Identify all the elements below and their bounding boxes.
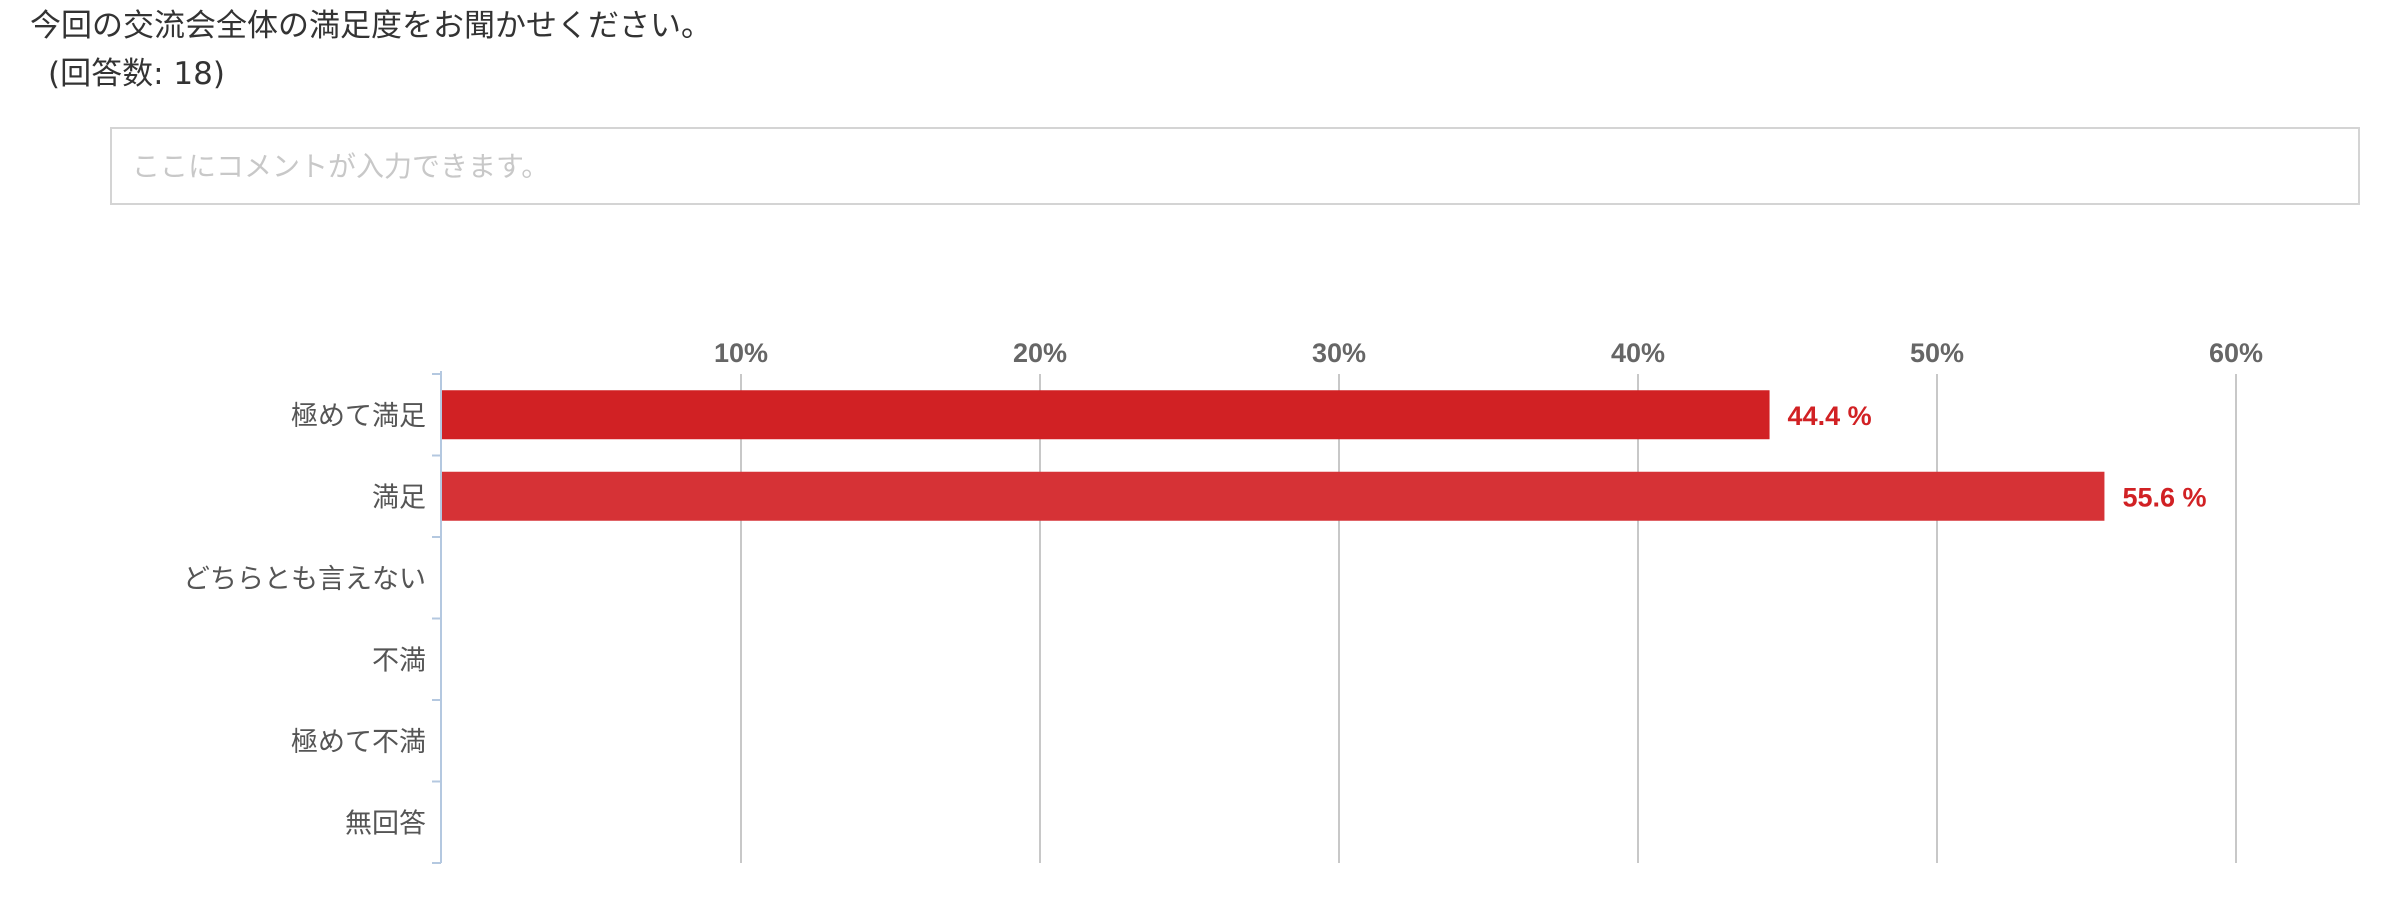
data-label: 55.6 % bbox=[2122, 482, 2206, 512]
x-tick-label: 10% bbox=[714, 338, 768, 368]
category-label: どちらとも言えない bbox=[183, 564, 426, 595]
x-tick-label: 40% bbox=[1611, 338, 1665, 368]
comment-input[interactable] bbox=[110, 127, 2360, 205]
x-tick-label: 20% bbox=[1013, 338, 1067, 368]
grid-lines bbox=[740, 374, 2237, 863]
question-title: 今回の交流会全体の満足度をお聞かせください。 bbox=[30, 8, 712, 44]
x-tick-label: 60% bbox=[2209, 338, 2263, 368]
category-label: 満足 bbox=[372, 482, 426, 513]
labels: 10% 20% 30% 40% 50% 60% 極めて満足 44.4 % 満足 55.6 % どちら… bbox=[183, 338, 2263, 839]
category-label: 無回答 bbox=[345, 808, 426, 839]
x-tick-label: 50% bbox=[1910, 338, 1964, 368]
category-label: 不満 bbox=[372, 645, 426, 676]
bar bbox=[442, 471, 2105, 521]
x-tick-label: 30% bbox=[1312, 338, 1366, 368]
category-label: 極めて満足 bbox=[291, 401, 426, 432]
bars bbox=[442, 390, 2105, 521]
bar bbox=[442, 390, 1770, 440]
data-label: 44.4 % bbox=[1788, 401, 1872, 431]
response-count: (回答数: 18) bbox=[48, 56, 225, 92]
category-axis bbox=[432, 371, 442, 864]
category-label: 極めて不満 bbox=[291, 727, 426, 758]
